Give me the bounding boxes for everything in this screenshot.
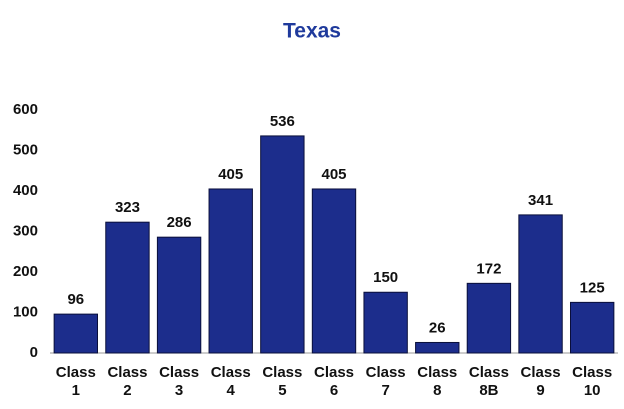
x-tick-label: Class 1 xyxy=(55,364,96,399)
y-tick-label: 200 xyxy=(13,263,38,280)
x-tick-label: Class 4 xyxy=(210,364,251,399)
value-label: 286 xyxy=(167,214,192,231)
bar xyxy=(260,135,305,354)
value-label: 26 xyxy=(429,319,446,336)
bar xyxy=(363,291,408,354)
bar xyxy=(105,221,150,354)
bar xyxy=(208,188,253,354)
value-label: 172 xyxy=(476,260,501,277)
x-tick-label: Class 3 xyxy=(159,364,200,399)
y-tick-label: 0 xyxy=(30,344,38,361)
value-label: 405 xyxy=(321,166,346,183)
x-tick-label: Class 9 xyxy=(520,364,561,399)
x-tick-label: Class 5 xyxy=(262,364,303,399)
value-label: 536 xyxy=(270,113,295,130)
bar xyxy=(569,301,615,354)
x-tick-label: Class 8B xyxy=(468,364,509,399)
x-tick-label: Class 2 xyxy=(107,364,148,399)
value-label: 150 xyxy=(373,269,398,286)
x-tick-label: Class 6 xyxy=(313,364,355,399)
y-tick-label: 600 xyxy=(13,101,38,118)
y-tick-label: 500 xyxy=(13,141,38,158)
bar xyxy=(415,341,460,354)
bar xyxy=(518,214,563,354)
value-label: 96 xyxy=(67,291,84,308)
value-label: 405 xyxy=(218,166,243,183)
bar xyxy=(311,188,357,354)
bar xyxy=(466,282,512,354)
bar xyxy=(156,236,202,354)
bar xyxy=(53,313,99,354)
x-tick-label: Class 8 xyxy=(417,364,458,399)
value-label: 341 xyxy=(528,192,553,209)
y-tick-label: 300 xyxy=(13,222,38,239)
value-label: 125 xyxy=(580,279,605,296)
x-tick-label: Class 10 xyxy=(572,364,613,399)
value-label: 323 xyxy=(115,199,140,216)
y-tick-label: 400 xyxy=(13,182,38,199)
chart-title: Texas xyxy=(283,20,341,43)
y-tick-label: 100 xyxy=(13,303,38,320)
x-tick-label: Class 7 xyxy=(365,364,406,399)
